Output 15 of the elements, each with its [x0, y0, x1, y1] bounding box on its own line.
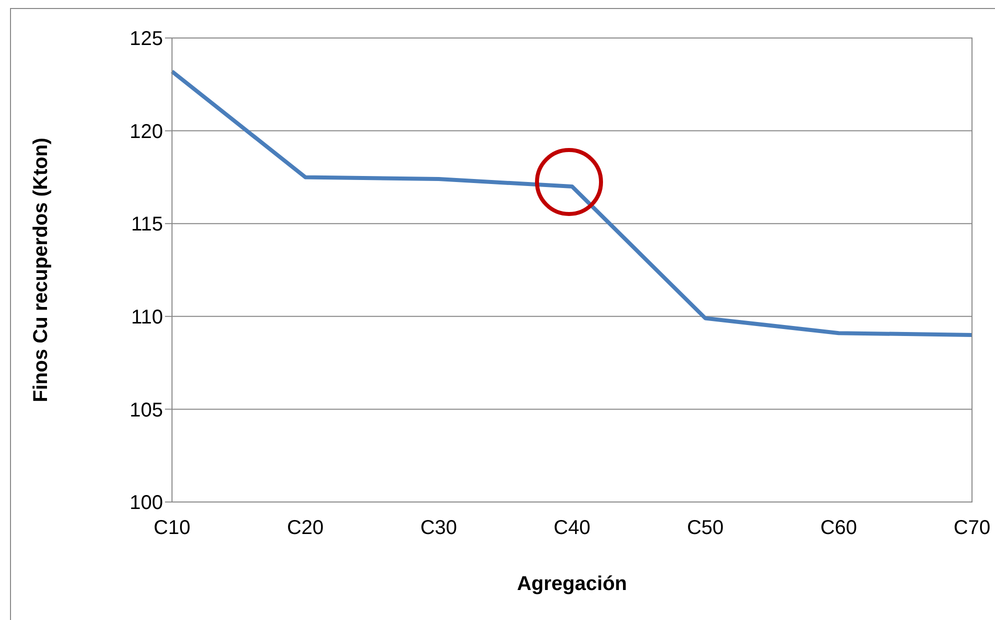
- y-axis-title: Finos Cu recuperdos (Kton): [30, 138, 52, 402]
- y-tick-label: 100: [130, 492, 163, 514]
- y-tick-label: 115: [131, 214, 163, 236]
- y-tick-label: 120: [130, 120, 163, 143]
- x-tick-label: C50: [686, 517, 724, 540]
- x-tick-label: C10: [154, 517, 190, 540]
- x-tick-label: C70: [954, 517, 990, 540]
- y-tick-label: 105: [130, 399, 163, 422]
- x-axis-title: Agregación: [516, 573, 628, 595]
- y-tick-label: 110: [131, 306, 163, 328]
- x-tick-label: C60: [820, 517, 858, 540]
- x-tick-label: C20: [286, 517, 324, 540]
- x-tick-label: C30: [420, 517, 458, 540]
- x-tick-label: C40: [554, 517, 590, 540]
- y-tick-label: 125: [130, 28, 163, 50]
